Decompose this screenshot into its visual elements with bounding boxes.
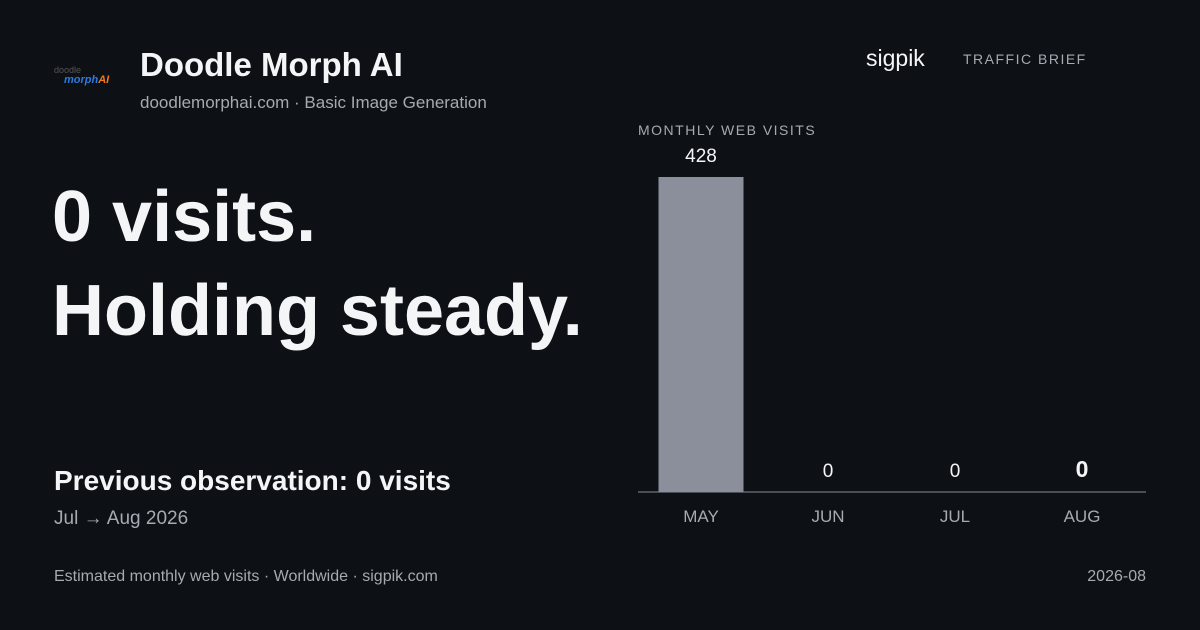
footer-source: Estimated monthly web visits · Worldwide… — [54, 568, 438, 585]
value-label: 0 — [1076, 456, 1089, 482]
brand-sub: doodlemorphai.com · Basic Image Generati… — [140, 93, 487, 112]
bar — [658, 177, 744, 492]
site: sigpik — [866, 45, 925, 71]
chart-title: MONTHLY WEB VISITS — [638, 122, 816, 138]
headline-line: 0 visits. — [52, 177, 317, 257]
value-label: 428 — [685, 146, 717, 167]
logo-main: morph — [64, 74, 99, 86]
x-tick-label: AUG — [1064, 507, 1101, 526]
section: TRAFFIC BRIEF — [963, 51, 1087, 67]
headline-line: Holding steady. — [52, 271, 583, 351]
category: Basic Image Generation — [304, 93, 487, 112]
logo-accent: AI — [98, 74, 110, 86]
x-tick-label: MAY — [683, 507, 719, 526]
domain: doodlemorphai.com — [140, 93, 290, 112]
headline: 0 visits. Holding steady. — [52, 170, 583, 358]
previous: Previous observation: 0 visits — [54, 465, 451, 496]
footer-date: 2026-08 — [1087, 568, 1146, 585]
x-tick-label: JUN — [811, 507, 844, 526]
period: Jul → Aug 2026 — [54, 508, 189, 529]
value-label: 0 — [950, 461, 961, 482]
logo: morphAI — [64, 74, 109, 86]
brand-name: Doodle Morph AI — [140, 46, 403, 83]
x-tick-label: JUL — [940, 507, 970, 526]
value-label: 0 — [823, 461, 834, 482]
logo-top: doodle — [54, 65, 82, 75]
